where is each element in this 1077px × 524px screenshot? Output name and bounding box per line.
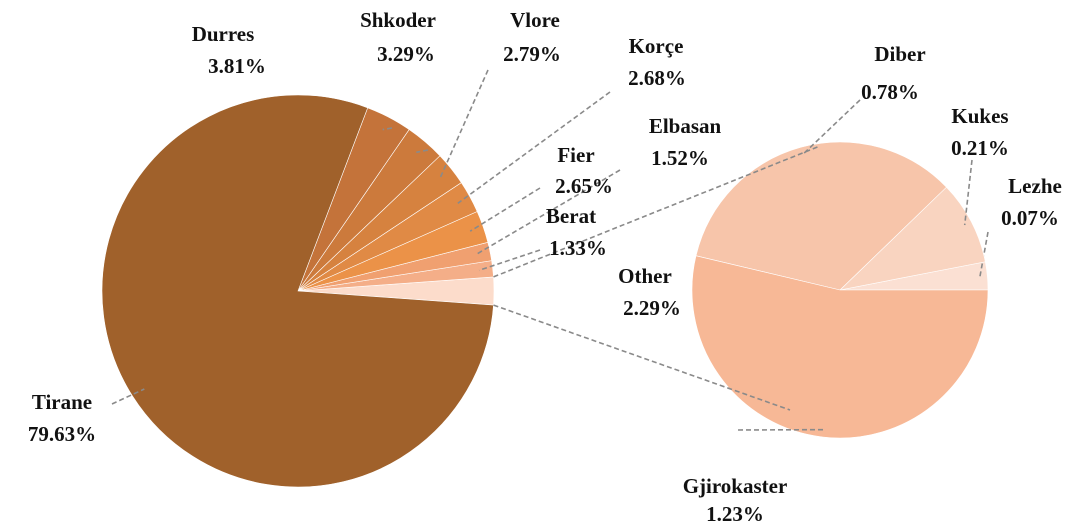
value-label: 0.78% — [861, 80, 919, 104]
value-label: 1.52% — [651, 146, 709, 170]
pie-slice — [691, 255, 989, 439]
leader-line — [439, 69, 489, 178]
category-label: Gjirokaster — [683, 474, 788, 498]
category-label: Vlore — [510, 8, 560, 32]
category-label: Berat — [546, 204, 596, 228]
category-label: Fier — [557, 143, 594, 167]
value-label: 79.63% — [28, 422, 96, 446]
leader-line — [111, 388, 145, 405]
category-label: Korçe — [629, 34, 684, 58]
leader-line — [478, 249, 541, 272]
connector-line — [493, 304, 791, 411]
leader-line — [382, 127, 393, 131]
leader-line — [802, 99, 861, 155]
category-label: Tirane — [32, 390, 92, 414]
value-label: 0.07% — [1001, 206, 1059, 230]
value-label: 3.81% — [208, 54, 266, 78]
leader-line — [469, 187, 541, 232]
value-label: 0.21% — [951, 136, 1009, 160]
leader-line — [963, 159, 973, 226]
value-label: 2.29% — [623, 296, 681, 320]
value-label: 1.23% — [706, 502, 764, 524]
leader-line — [416, 149, 429, 154]
category-label: Durres — [192, 22, 255, 46]
category-label: Lezhe — [1008, 174, 1062, 198]
category-label: Elbasan — [649, 114, 722, 138]
value-label: 2.68% — [628, 66, 686, 90]
value-label: 1.33% — [549, 236, 607, 260]
category-label: Shkoder — [360, 8, 436, 32]
category-label: Other — [618, 264, 672, 288]
pie-slice — [839, 186, 986, 291]
value-label: 2.65% — [555, 174, 613, 198]
leader-line — [476, 169, 621, 255]
pie-slice — [695, 141, 947, 291]
pie-slice — [101, 94, 494, 488]
value-label: 3.29% — [377, 42, 435, 66]
connector-line — [493, 145, 821, 278]
category-label: Kukes — [951, 104, 1008, 128]
value-label: 2.79% — [503, 42, 561, 66]
category-label: Diber — [874, 42, 925, 66]
